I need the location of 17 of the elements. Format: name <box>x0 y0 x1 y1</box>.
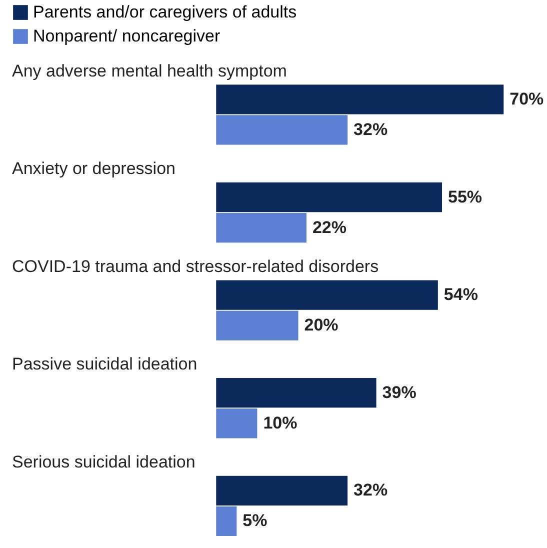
data-label: 22% <box>312 218 347 237</box>
data-label: 70% <box>510 89 544 108</box>
data-label: 32% <box>354 480 388 500</box>
data-label: 5% <box>242 511 268 530</box>
legend-label: Parents and/or caregivers of adults <box>33 2 297 22</box>
y-tick-label: Any adverse mental health symptom <box>12 61 287 80</box>
y-tick-label: Serious suicidal ideation <box>12 452 196 472</box>
y-tick-label: COVID-19 trauma and stressor-related disorders <box>12 256 379 276</box>
y-tick-label: Passive suicidal ideation <box>12 354 198 374</box>
y-tick-label: Anxiety or depression <box>12 159 176 178</box>
legend-label: Nonparent/ noncaregiver <box>33 26 220 46</box>
data-label: 55% <box>448 187 482 206</box>
data-label: 32% <box>354 120 388 139</box>
data-label: 10% <box>263 413 298 432</box>
data-label: 54% <box>444 285 478 304</box>
data-label: 39% <box>382 382 416 402</box>
data-label: 20% <box>304 316 338 335</box>
